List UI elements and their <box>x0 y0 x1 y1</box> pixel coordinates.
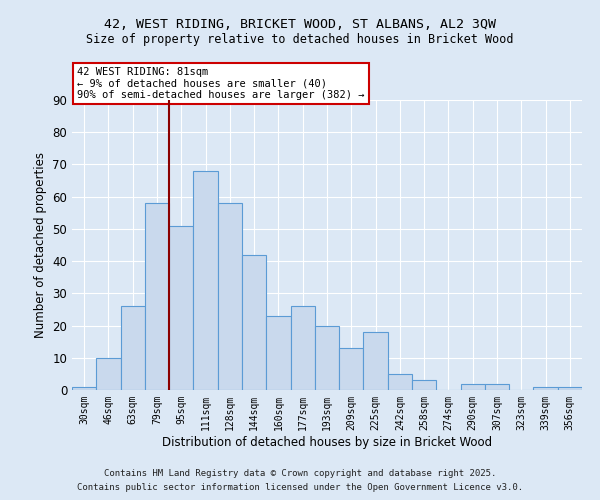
Bar <box>412 380 436 390</box>
Bar <box>145 203 169 390</box>
Bar <box>485 384 509 390</box>
Bar <box>339 348 364 390</box>
Text: Contains HM Land Registry data © Crown copyright and database right 2025.: Contains HM Land Registry data © Crown c… <box>104 468 496 477</box>
Bar <box>315 326 339 390</box>
Y-axis label: Number of detached properties: Number of detached properties <box>34 152 47 338</box>
Bar <box>121 306 145 390</box>
Bar <box>461 384 485 390</box>
Bar <box>218 203 242 390</box>
Bar <box>72 387 96 390</box>
Text: 42, WEST RIDING, BRICKET WOOD, ST ALBANS, AL2 3QW: 42, WEST RIDING, BRICKET WOOD, ST ALBANS… <box>104 18 496 30</box>
X-axis label: Distribution of detached houses by size in Bricket Wood: Distribution of detached houses by size … <box>162 436 492 448</box>
Bar <box>96 358 121 390</box>
Bar <box>388 374 412 390</box>
Bar <box>364 332 388 390</box>
Bar <box>193 171 218 390</box>
Bar <box>290 306 315 390</box>
Bar <box>169 226 193 390</box>
Bar <box>266 316 290 390</box>
Text: Contains public sector information licensed under the Open Government Licence v3: Contains public sector information licen… <box>77 484 523 492</box>
Bar <box>558 387 582 390</box>
Text: Size of property relative to detached houses in Bricket Wood: Size of property relative to detached ho… <box>86 32 514 46</box>
Bar <box>533 387 558 390</box>
Bar <box>242 254 266 390</box>
Text: 42 WEST RIDING: 81sqm
← 9% of detached houses are smaller (40)
90% of semi-detac: 42 WEST RIDING: 81sqm ← 9% of detached h… <box>77 67 365 100</box>
